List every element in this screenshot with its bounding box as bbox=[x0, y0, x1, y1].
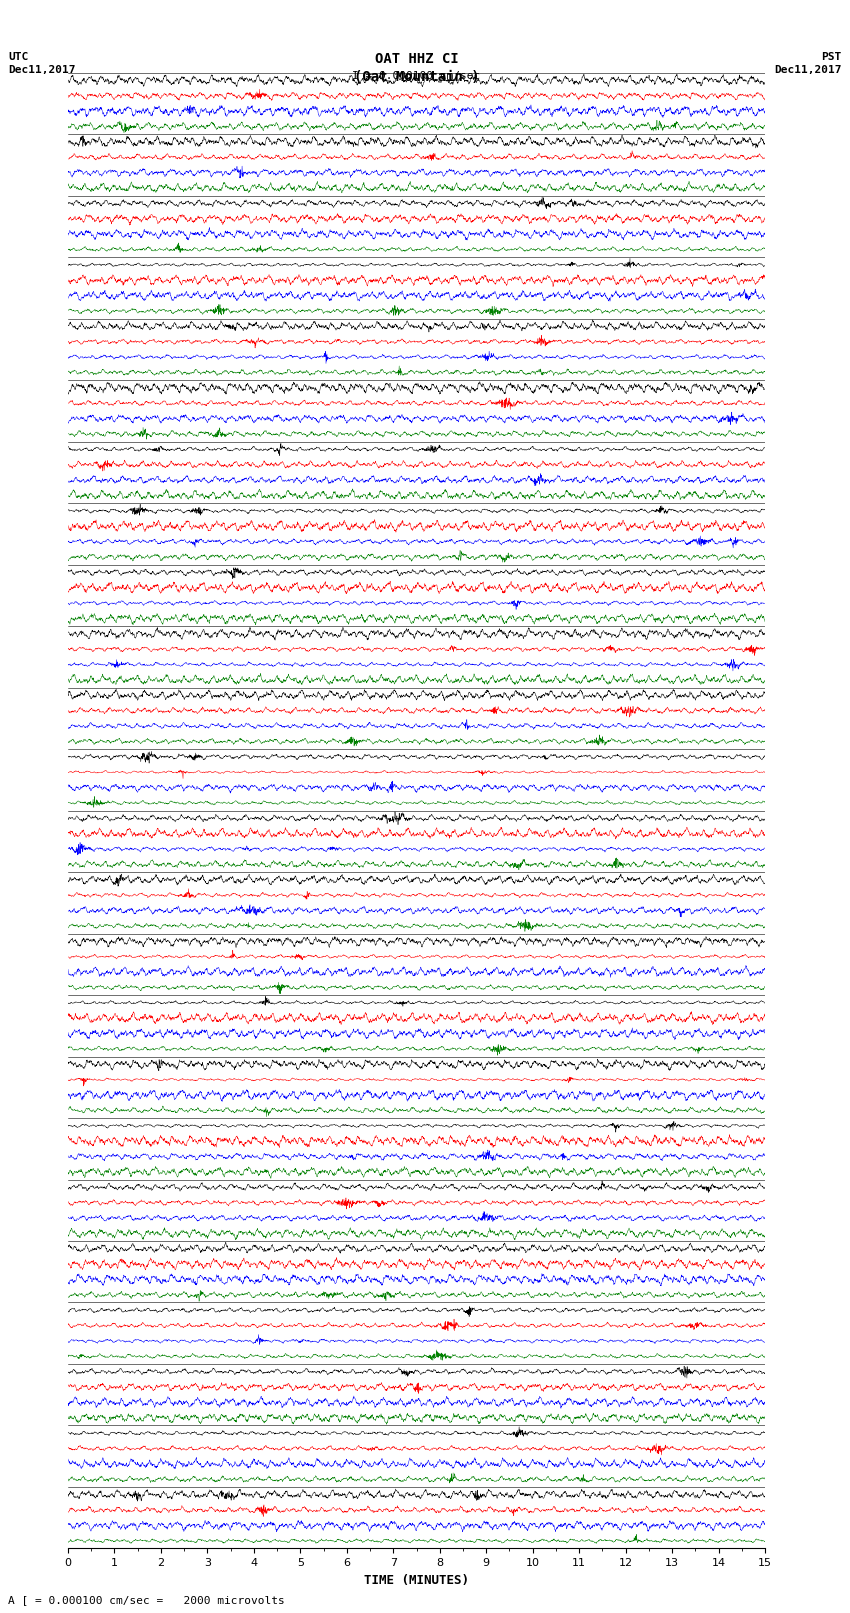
Text: PST
Dec11,2017: PST Dec11,2017 bbox=[774, 52, 842, 74]
X-axis label: TIME (MINUTES): TIME (MINUTES) bbox=[364, 1574, 469, 1587]
Text: UTC
Dec11,2017: UTC Dec11,2017 bbox=[8, 52, 76, 74]
Text: OAT HHZ CI
(Oat Mountain ): OAT HHZ CI (Oat Mountain ) bbox=[354, 52, 479, 84]
Text: A [ = 0.000100 cm/sec =   2000 microvolts: A [ = 0.000100 cm/sec = 2000 microvolts bbox=[8, 1595, 286, 1605]
Text: I = 0.000100 cm/sec: I = 0.000100 cm/sec bbox=[353, 71, 480, 81]
